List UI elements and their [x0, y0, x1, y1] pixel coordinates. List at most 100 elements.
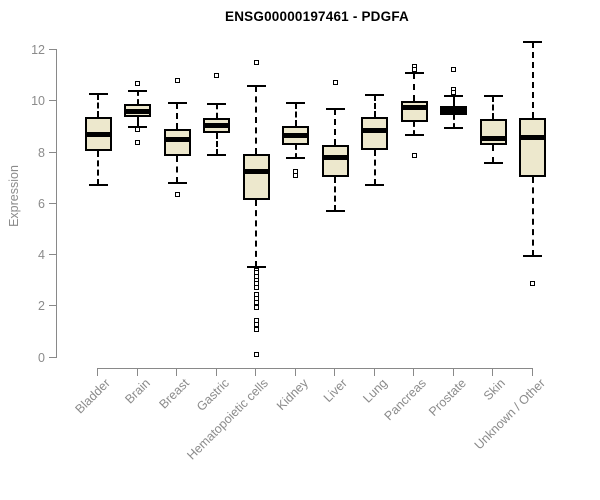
lower-whisker-cap-brain [128, 125, 147, 128]
chart-title: ENSG00000197461 - PDGFA [225, 9, 409, 24]
median-line-gastric [203, 123, 230, 129]
outlier-point-hematopoietic-cells [253, 326, 259, 332]
outlier-point-unknown-other [530, 280, 535, 286]
y-tick-label: 4 [38, 248, 45, 262]
outlier-point-hematopoietic-cells [253, 321, 259, 327]
upper-whisker-cap-prostate [444, 95, 463, 98]
outlier-point-hematopoietic-cells [253, 305, 259, 311]
upper-whisker-line-kidney [294, 102, 297, 126]
upper-whisker-line-lung [373, 94, 376, 117]
lower-whisker-line-skin [492, 144, 494, 163]
outlier-point-brain [135, 139, 140, 145]
x-tick [136, 368, 138, 376]
upper-whisker-line-unknown-other [531, 42, 534, 118]
y-tick [49, 151, 57, 153]
outlier-point-gastric [214, 73, 219, 79]
upper-whisker-line-bladder [97, 93, 99, 117]
y-tick [49, 356, 57, 358]
lower-whisker-line-breast [176, 156, 178, 184]
upper-whisker-line-hematopoietic-cells [255, 85, 257, 154]
lower-whisker-cap-bladder [88, 183, 108, 186]
outlier-point-prostate [451, 89, 456, 95]
y-tick [49, 100, 57, 102]
lower-whisker-line-liver [334, 176, 336, 212]
upper-whisker-cap-kidney [286, 101, 305, 104]
upper-whisker-cap-unknown-other [523, 41, 542, 44]
lower-whisker-line-kidney [294, 144, 297, 158]
x-tick [294, 368, 296, 376]
upper-whisker-line-liver [334, 108, 336, 145]
upper-whisker-cap-liver [325, 107, 345, 110]
y-tick-label: 12 [31, 43, 45, 57]
median-line-lung [361, 128, 388, 134]
lower-whisker-line-prostate [452, 115, 455, 129]
x-axis-line [98, 368, 533, 369]
upper-whisker-line-pancreas [413, 73, 415, 102]
y-axis-line [56, 50, 57, 358]
x-tick [452, 368, 454, 376]
upper-whisker-line-breast [176, 102, 178, 130]
upper-whisker-cap-pancreas [404, 72, 424, 75]
median-line-kidney [282, 133, 309, 139]
box-hematopoietic-cells [242, 153, 270, 200]
outlier-point-hematopoietic-cells [253, 60, 259, 66]
y-tick-label: 8 [38, 145, 45, 160]
y-tick [49, 254, 57, 255]
upper-whisker-cap-bladder [88, 92, 108, 95]
median-line-hematopoietic-cells [242, 169, 270, 175]
y-tick-label: 10 [31, 94, 45, 109]
x-tick [413, 368, 414, 376]
lower-whisker-line-hematopoietic-cells [255, 199, 257, 267]
lower-whisker-line-bladder [97, 151, 99, 185]
box-liver [321, 144, 349, 177]
upper-whisker-cap-lung [365, 93, 384, 96]
box-lung [361, 116, 388, 150]
upper-whisker-line-brain [136, 91, 139, 104]
outlier-point-hematopoietic-cells [253, 352, 259, 358]
y-tick-label: 2 [38, 299, 45, 314]
x-tick [334, 368, 335, 376]
outlier-point-hematopoietic-cells [253, 299, 259, 305]
lower-whisker-line-gastric [215, 133, 218, 156]
lower-whisker-cap-unknown-other [523, 255, 542, 258]
upper-whisker-cap-brain [128, 90, 147, 92]
lower-whisker-line-lung [373, 149, 376, 185]
lower-whisker-cap-kidney [286, 156, 305, 159]
x-tick [97, 368, 98, 376]
median-line-bladder [84, 132, 112, 138]
upper-whisker-cap-gastric [207, 102, 226, 105]
y-tick [49, 202, 57, 204]
upper-whisker-cap-skin [483, 95, 503, 98]
outlier-point-brain [135, 126, 140, 132]
y-tick [49, 49, 57, 50]
lower-whisker-cap-gastric [207, 154, 226, 157]
x-tick [531, 368, 533, 376]
y-tick-label: 6 [38, 196, 45, 211]
lower-whisker-line-unknown-other [531, 176, 534, 257]
outlier-point-brain [135, 80, 140, 86]
x-tick [255, 368, 256, 376]
lower-whisker-cap-skin [483, 161, 503, 164]
y-tick [49, 305, 57, 307]
outlier-point-prostate [451, 66, 456, 72]
y-tick-label: 0 [38, 350, 45, 365]
box-breast [163, 129, 191, 157]
median-line-prostate [440, 107, 467, 113]
x-tick [215, 368, 217, 376]
box-skin [479, 119, 507, 145]
median-line-breast [163, 137, 191, 143]
x-tick [492, 368, 493, 376]
outlier-point-liver [332, 79, 338, 85]
outlier-point-pancreas [411, 66, 417, 72]
lower-whisker-cap-pancreas [404, 133, 424, 136]
outlier-point-breast [174, 78, 180, 84]
median-line-unknown-other [519, 134, 546, 140]
x-tick [373, 368, 375, 376]
median-line-liver [321, 155, 349, 161]
outlier-point-pancreas [411, 152, 417, 158]
median-line-pancreas [400, 105, 428, 111]
lower-whisker-cap-hematopoietic-cells [246, 265, 266, 268]
upper-whisker-cap-breast [167, 101, 187, 104]
upper-whisker-line-skin [492, 96, 494, 120]
